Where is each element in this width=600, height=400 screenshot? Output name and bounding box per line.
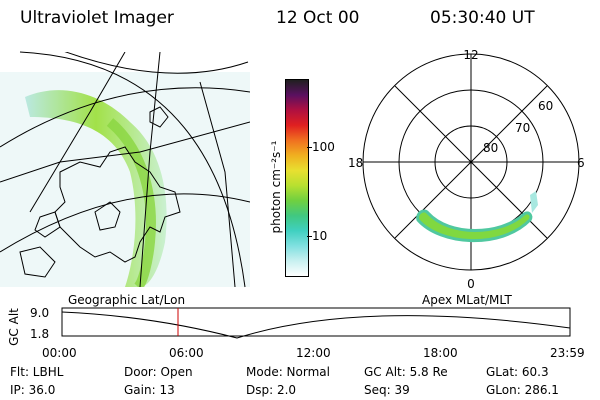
info-glat: GLat: 60.3 bbox=[486, 365, 549, 379]
timeline-left-title: Geographic Lat/Lon bbox=[68, 293, 186, 307]
timeline-xtick-4: 23:59 bbox=[550, 346, 585, 360]
info-ip: IP: 36.0 bbox=[10, 383, 56, 397]
info-seq: Seq: 39 bbox=[364, 383, 410, 397]
info-door: Door: Open bbox=[124, 365, 193, 379]
polar-ring-60: 60 bbox=[538, 99, 553, 113]
altitude-curve bbox=[61, 311, 571, 339]
instrument-title: Ultraviolet Imager bbox=[20, 8, 174, 28]
info-gc-alt: GC Alt: 5.8 Re bbox=[364, 365, 448, 379]
colorbar-tick-10: 10 bbox=[312, 229, 328, 243]
geographic-map bbox=[0, 51, 250, 288]
observation-time: 05:30:40 UT bbox=[430, 8, 535, 28]
timeline-xtick-2: 12:00 bbox=[296, 346, 331, 360]
polar-label-right: 6 bbox=[577, 156, 585, 170]
timeline-ytick-low: 1.8 bbox=[30, 327, 50, 341]
polar-ring-70: 70 bbox=[515, 121, 530, 135]
polar-ring-80: 80 bbox=[483, 141, 498, 155]
colorbar bbox=[285, 79, 309, 277]
timeline-right-title: Apex MLat/MLT bbox=[422, 293, 512, 307]
polar-label-left: 18 bbox=[348, 156, 363, 170]
colorbar-unit-label: photon cm⁻²s⁻¹ bbox=[269, 140, 283, 234]
polar-label-bottom: 0 bbox=[467, 277, 475, 291]
colorbar-tick-100: 100 bbox=[312, 140, 335, 154]
timeline-axis-label: GC Alt bbox=[7, 308, 21, 346]
polar-mlt-plot: 12 0 18 6 60 70 80 bbox=[348, 48, 585, 291]
timeline-xtick-0: 00:00 bbox=[42, 346, 77, 360]
info-mode: Mode: Normal bbox=[246, 365, 330, 379]
colorbar-gradient bbox=[286, 80, 308, 276]
timeline-xtick-1: 06:00 bbox=[169, 346, 204, 360]
auroral-arc bbox=[416, 209, 533, 243]
info-glon: GLon: 286.1 bbox=[486, 383, 559, 397]
info-dsp: Dsp: 2.0 bbox=[246, 383, 297, 397]
observation-date: 12 Oct 00 bbox=[276, 8, 360, 28]
timeline-plot bbox=[61, 307, 571, 339]
timeline-xtick-3: 18:00 bbox=[423, 346, 458, 360]
timeline-ytick-high: 9.0 bbox=[30, 306, 50, 320]
polar-label-top: 12 bbox=[463, 48, 478, 62]
info-filter: Flt: LBHL bbox=[10, 365, 64, 379]
info-gain: Gain: 13 bbox=[124, 383, 175, 397]
